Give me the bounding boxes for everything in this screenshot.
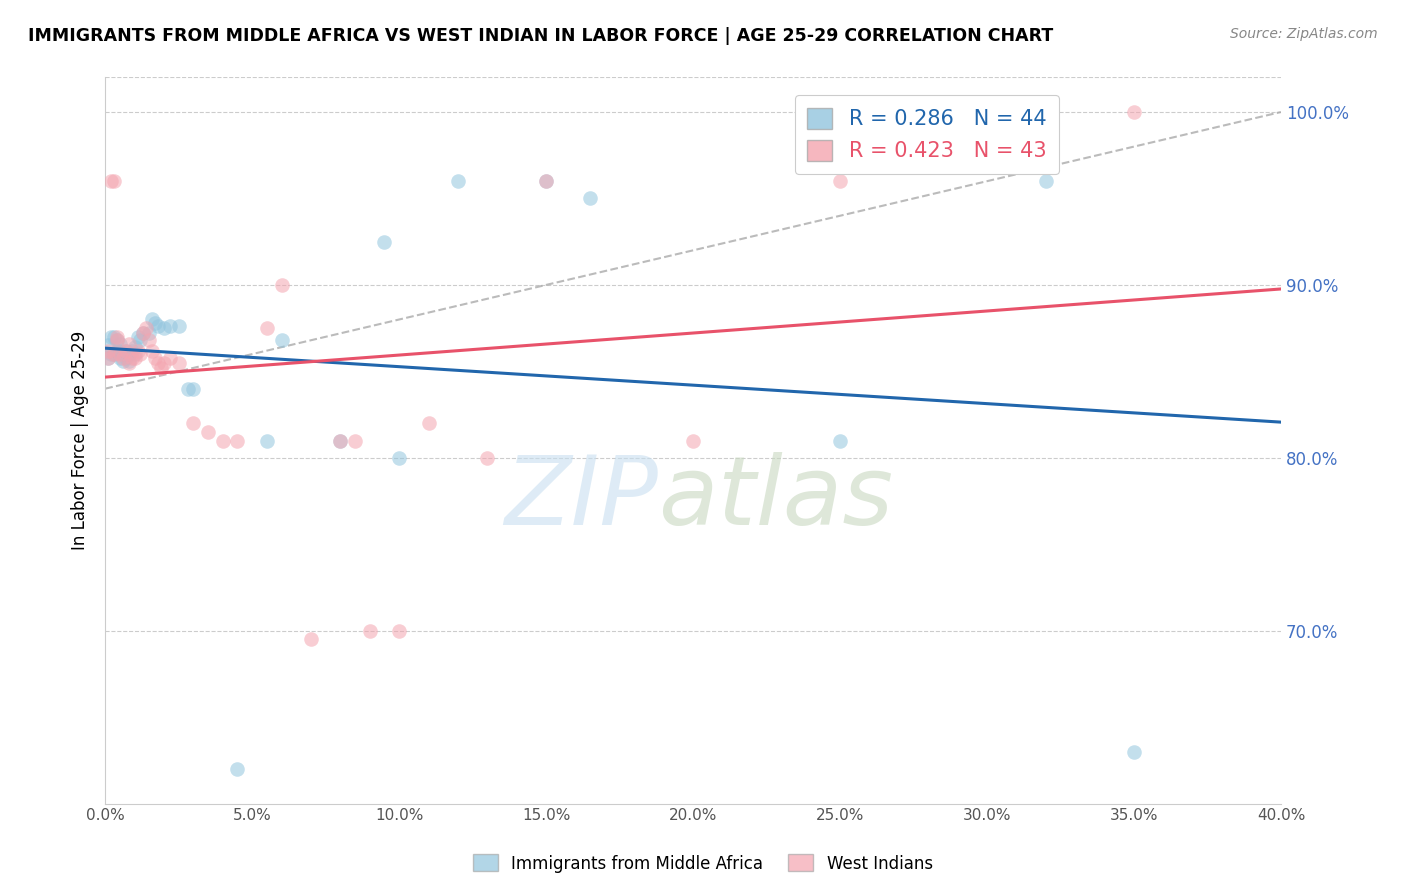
Point bbox=[270, 333, 292, 347]
Point bbox=[97, 351, 120, 365]
Text: IMMIGRANTS FROM MIDDLE AFRICA VS WEST INDIAN IN LABOR FORCE | AGE 25-29 CORRELAT: IMMIGRANTS FROM MIDDLE AFRICA VS WEST IN… bbox=[28, 27, 1053, 45]
Point bbox=[103, 174, 125, 188]
Point bbox=[114, 351, 136, 365]
Point bbox=[146, 356, 169, 370]
Point bbox=[176, 382, 198, 396]
Point bbox=[197, 425, 219, 439]
Point bbox=[118, 336, 141, 351]
Point bbox=[477, 450, 499, 465]
Point bbox=[388, 450, 411, 465]
Point bbox=[141, 343, 163, 358]
Point bbox=[100, 330, 122, 344]
Point bbox=[114, 343, 136, 358]
Point bbox=[127, 330, 149, 344]
Point bbox=[167, 319, 190, 334]
Point bbox=[167, 356, 190, 370]
Point bbox=[447, 174, 470, 188]
Text: Source: ZipAtlas.com: Source: ZipAtlas.com bbox=[1230, 27, 1378, 41]
Point bbox=[121, 343, 143, 358]
Point bbox=[1123, 105, 1146, 120]
Point bbox=[111, 354, 134, 368]
Point bbox=[108, 347, 131, 361]
Point bbox=[103, 347, 125, 361]
Point bbox=[828, 174, 851, 188]
Text: ZIP: ZIP bbox=[503, 452, 658, 545]
Point bbox=[143, 351, 166, 365]
Point bbox=[226, 762, 249, 776]
Point bbox=[105, 343, 128, 358]
Point bbox=[159, 351, 181, 365]
Point bbox=[183, 382, 205, 396]
Point bbox=[329, 434, 352, 448]
Point bbox=[127, 343, 149, 358]
Point bbox=[138, 326, 160, 341]
Point bbox=[534, 174, 557, 188]
Point bbox=[135, 321, 157, 335]
Point bbox=[682, 434, 704, 448]
Point bbox=[132, 326, 155, 341]
Point bbox=[418, 416, 440, 430]
Point bbox=[124, 347, 146, 361]
Point bbox=[111, 351, 134, 365]
Y-axis label: In Labor Force | Age 25-29: In Labor Force | Age 25-29 bbox=[72, 331, 89, 550]
Point bbox=[141, 312, 163, 326]
Point bbox=[256, 434, 278, 448]
Point bbox=[138, 333, 160, 347]
Point bbox=[97, 338, 120, 352]
Point bbox=[146, 319, 169, 334]
Point bbox=[118, 347, 141, 361]
Point bbox=[129, 347, 152, 361]
Point bbox=[183, 416, 205, 430]
Point bbox=[103, 330, 125, 344]
Point bbox=[100, 174, 122, 188]
Point bbox=[118, 354, 141, 368]
Point bbox=[153, 356, 176, 370]
Point bbox=[103, 347, 125, 361]
Point bbox=[97, 351, 120, 365]
Point bbox=[256, 321, 278, 335]
Point bbox=[105, 333, 128, 347]
Point bbox=[97, 343, 120, 358]
Point bbox=[111, 347, 134, 361]
Point bbox=[108, 336, 131, 351]
Point bbox=[299, 632, 322, 647]
Point bbox=[579, 191, 602, 205]
Point bbox=[373, 235, 395, 249]
Point bbox=[124, 351, 146, 365]
Point bbox=[388, 624, 411, 638]
Point bbox=[1035, 174, 1057, 188]
Legend: Immigrants from Middle Africa, West Indians: Immigrants from Middle Africa, West Indi… bbox=[467, 847, 939, 880]
Point bbox=[108, 351, 131, 365]
Point bbox=[108, 343, 131, 358]
Point bbox=[359, 624, 381, 638]
Point bbox=[534, 174, 557, 188]
Point bbox=[344, 434, 367, 448]
Text: atlas: atlas bbox=[658, 452, 893, 545]
Point bbox=[150, 360, 173, 375]
Point bbox=[124, 340, 146, 354]
Point bbox=[129, 333, 152, 347]
Point bbox=[114, 343, 136, 358]
Point bbox=[159, 319, 181, 334]
Point bbox=[270, 277, 292, 292]
Point bbox=[828, 434, 851, 448]
Point bbox=[121, 351, 143, 365]
Point bbox=[118, 356, 141, 370]
Point bbox=[1123, 745, 1146, 759]
Point bbox=[100, 347, 122, 361]
Point bbox=[132, 326, 155, 341]
Legend: R = 0.286   N = 44, R = 0.423   N = 43: R = 0.286 N = 44, R = 0.423 N = 43 bbox=[794, 95, 1059, 174]
Point bbox=[143, 316, 166, 330]
Point bbox=[329, 434, 352, 448]
Point bbox=[153, 321, 176, 335]
Point bbox=[211, 434, 233, 448]
Point bbox=[226, 434, 249, 448]
Point bbox=[105, 333, 128, 347]
Point bbox=[105, 330, 128, 344]
